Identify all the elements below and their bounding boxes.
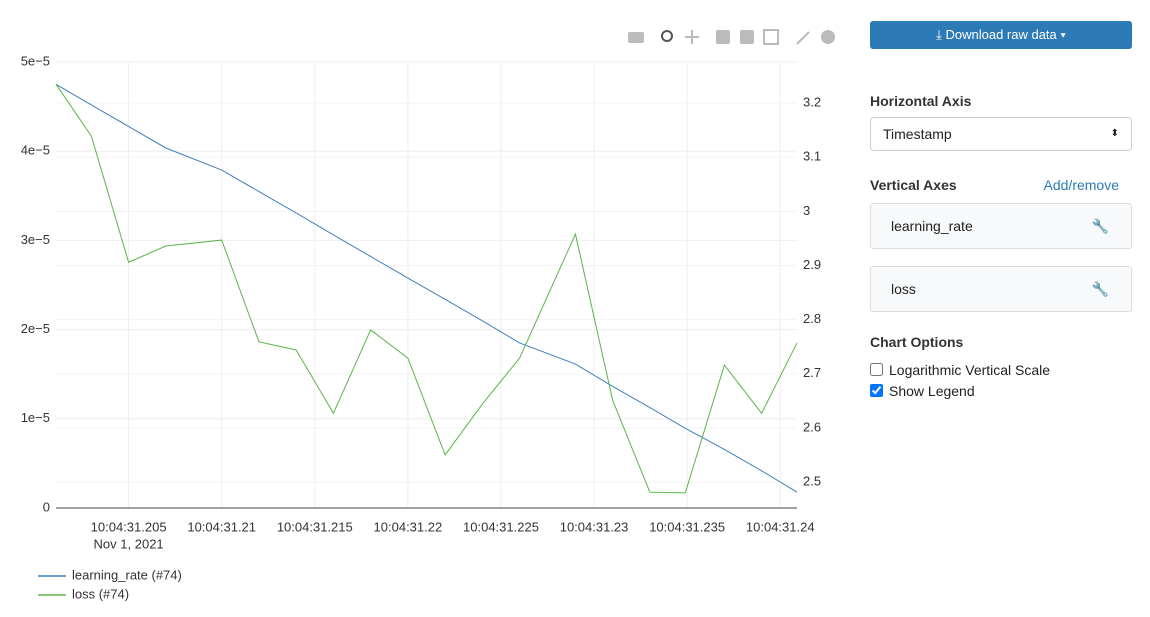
series-line — [55, 83, 798, 494]
zoom-icon[interactable] — [661, 30, 673, 42]
x-tick-label: 10:04:31.23 — [560, 519, 629, 534]
option[interactable]: Show Legend — [870, 380, 1132, 401]
axis-item[interactable]: loss 🔧 — [870, 266, 1132, 312]
y2-tick-label: 3 — [803, 203, 810, 218]
axis-item-label: learning_rate — [891, 218, 973, 234]
section-title: Chart Options — [870, 334, 964, 350]
y-tick-label: 2e−5 — [21, 321, 50, 336]
pan-icon[interactable] — [685, 30, 699, 44]
add-remove-link[interactable]: Add/remove — [1043, 177, 1119, 193]
options: Logarithmic Vertical Scale Show Legend — [870, 359, 1132, 401]
wrench-icon[interactable]: 🔧 — [1091, 281, 1109, 297]
camera-icon[interactable] — [628, 32, 644, 43]
axis-select[interactable]: Timestamp ⬍ — [870, 117, 1132, 151]
chart: 10:04:31.205 10:04:31.21 10:04:31.215 10:04… — [21, 29, 835, 601]
checkbox[interactable] — [870, 384, 883, 397]
zoom-in-icon[interactable] — [716, 30, 730, 44]
zoom-out-icon[interactable] — [740, 30, 754, 44]
x-tick-label: 10:04:31.225 — [463, 519, 539, 534]
x-tick-label: 10:04:31.22 — [374, 519, 443, 534]
select-arrow: ⬍ — [1110, 128, 1119, 139]
y2-tick-label: 2.5 — [803, 473, 821, 488]
y2-tick-label: 2.9 — [803, 257, 821, 272]
section-title: Horizontal Axis — [870, 93, 972, 109]
x-tick-label: 10:04:31.205 — [91, 519, 167, 534]
x-tick-label: 10:04:31.21 — [187, 519, 256, 534]
option-label: Show Legend — [889, 382, 975, 399]
modebar — [628, 29, 835, 45]
y-tick-label: 0 — [43, 499, 50, 514]
checkbox[interactable] — [870, 363, 883, 376]
y-tick-label: 1e−5 — [21, 410, 50, 425]
series-line — [55, 83, 798, 493]
y-tick-label: 4e−5 — [21, 143, 50, 158]
legend-label: loss (#74) — [72, 586, 129, 601]
y-tick-label: 5e−5 — [21, 53, 50, 68]
axis-item-label: loss — [891, 281, 916, 297]
side-panel: ⤓ Download raw data ▾ Horizontal Axis Ti… — [870, 21, 1132, 401]
axis-item[interactable]: learning_rate 🔧 — [870, 203, 1132, 249]
x-tick-label: 10:04:31.24 — [746, 519, 815, 534]
legend-label: learning_rate (#74) — [72, 567, 182, 582]
download-button[interactable]: ⤓ Download raw data ▾ — [870, 21, 1132, 49]
section-title: Vertical Axes — [870, 177, 957, 193]
y-tick-label: 3e−5 — [21, 232, 50, 247]
y2-tick-label: 3.2 — [803, 95, 821, 110]
select-value: Timestamp — [883, 126, 952, 142]
y2-tick-label: 3.1 — [803, 149, 821, 164]
download-label: Download raw data — [945, 27, 1057, 42]
help-icon[interactable] — [821, 30, 835, 44]
option[interactable]: Logarithmic Vertical Scale — [870, 359, 1132, 380]
x-tick-label: 10:04:31.235 — [649, 519, 725, 534]
autoscale-icon[interactable] — [763, 29, 779, 45]
x-date-label: Nov 1, 2021 — [94, 536, 164, 551]
option-label: Logarithmic Vertical Scale — [889, 361, 1051, 378]
wrench-icon[interactable]: 🔧 — [1091, 218, 1109, 234]
y2-tick-label: 2.6 — [803, 419, 821, 434]
reset-icon[interactable] — [796, 31, 810, 45]
x-tick-label: 10:04:31.215 — [277, 519, 353, 534]
vertical-axes-header: Vertical Axes Add/remove — [870, 177, 1132, 193]
y2-tick-label: 2.7 — [803, 365, 821, 380]
y2-tick-label: 2.8 — [803, 311, 821, 326]
